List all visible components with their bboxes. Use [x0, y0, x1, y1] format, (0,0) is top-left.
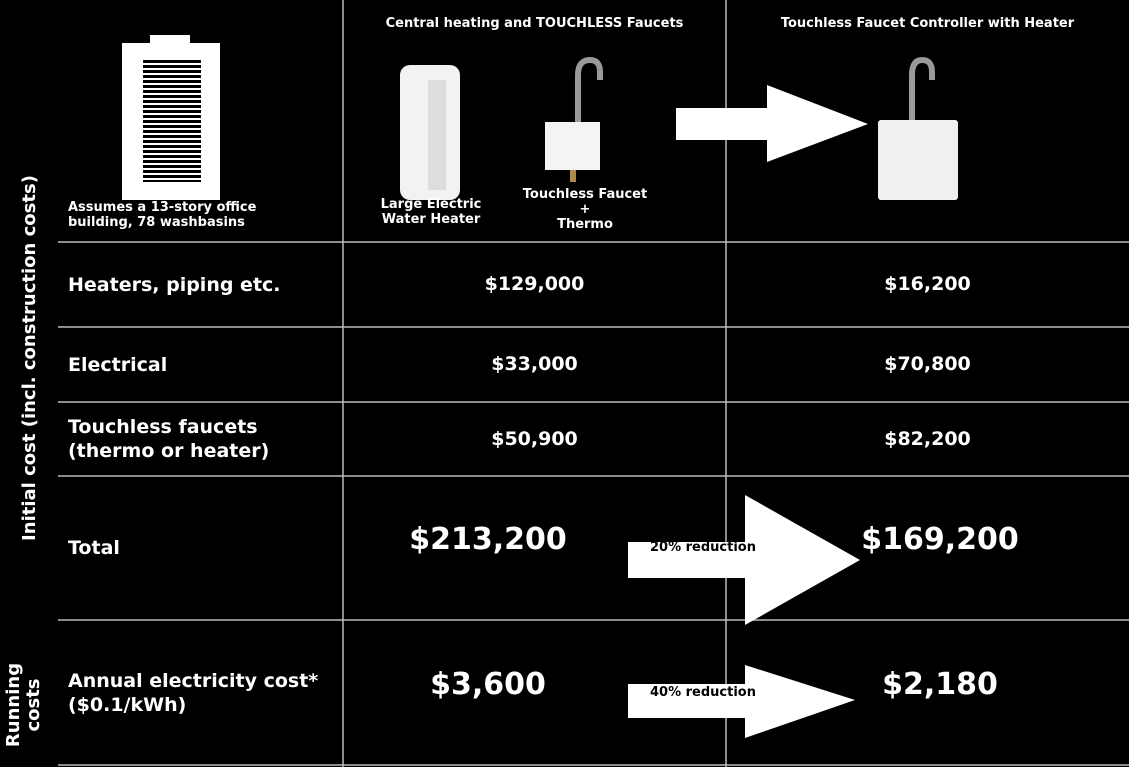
product-label: Large Electric Water Heater	[376, 197, 486, 227]
product-label-line: Thermo	[510, 217, 660, 232]
cell-value: $82,200	[726, 428, 1129, 450]
controller-icon	[878, 60, 958, 200]
arrow	[628, 495, 860, 625]
row-label-line: (thermo or heater)	[68, 439, 338, 463]
cell-value: $50,900	[343, 428, 726, 450]
water-heater-icon	[400, 65, 460, 200]
reduction-label: 20% reduction	[650, 540, 756, 555]
cell-value: $129,000	[343, 273, 726, 295]
row-label-line: Annual electricity cost*	[68, 669, 338, 693]
row-label-line: Total	[68, 536, 338, 560]
cell-value: $70,800	[726, 353, 1129, 375]
product-label: Touchless Faucet + Thermo	[510, 187, 660, 232]
cell-value: $2,180	[840, 667, 1040, 702]
side-label-line: Running	[4, 663, 24, 747]
row-label: Touchless faucets(thermo or heater)	[68, 415, 338, 463]
row-label: Heaters, piping etc.	[68, 273, 338, 297]
reduction-label: 40% reduction	[650, 685, 756, 700]
arrow	[628, 665, 855, 738]
side-label-line: costs	[24, 663, 44, 747]
row-label-line: Heaters, piping etc.	[68, 273, 338, 297]
column-header: Touchless Faucet Controller with Heater	[726, 16, 1129, 31]
cell-value: $16,200	[726, 273, 1129, 295]
cell-value: $33,000	[343, 353, 726, 375]
building-note: Assumes a 13-story office building, 78 w…	[68, 200, 298, 230]
faucet-icon	[545, 60, 600, 182]
row-label: Electrical	[68, 353, 338, 377]
cell-value: $213,200	[343, 522, 633, 557]
cell-value: $3,600	[343, 667, 633, 702]
column-header: Central heating and TOUCHLESS Faucets	[343, 16, 726, 31]
building-icon	[122, 35, 220, 200]
cell-value: $169,200	[840, 522, 1040, 557]
product-label-line: Touchless Faucet	[510, 187, 660, 202]
row-label-line: ($0.1/kWh)	[68, 693, 338, 717]
row-label: Total	[68, 536, 338, 560]
row-label-line: Electrical	[68, 353, 338, 377]
row-label: Annual electricity cost*($0.1/kWh)	[68, 669, 338, 717]
graphics	[0, 0, 1129, 767]
product-label-line: +	[510, 202, 660, 217]
side-label: Initial cost (incl. construction costs)	[20, 175, 40, 541]
side-label: Running costs	[4, 663, 44, 747]
product-label-line: Water Heater	[376, 212, 486, 227]
arrow	[676, 85, 868, 162]
product-label-line: Large Electric	[376, 197, 486, 212]
row-label-line: Touchless faucets	[68, 415, 338, 439]
page: Initial cost (incl. construction costs) …	[0, 0, 1129, 767]
